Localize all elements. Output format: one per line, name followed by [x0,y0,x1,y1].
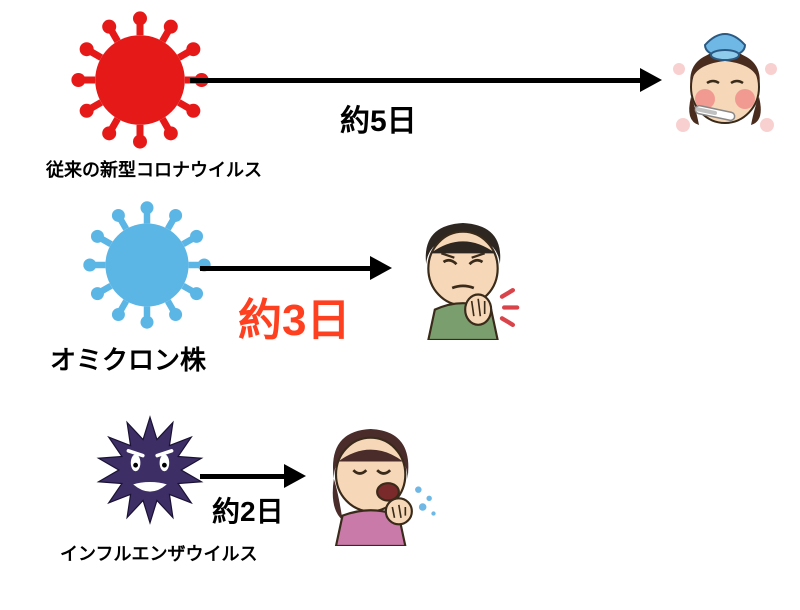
sick-person-throat-icon [398,210,528,345]
corona-virus-icon [70,10,210,155]
arrow-head-icon [370,256,392,280]
arrow-line [200,266,372,271]
arrow-line [200,474,286,479]
duration-text: 約5日 [340,96,417,140]
flu-virus-icon [90,410,210,535]
arrow-head-icon [640,68,662,92]
arrow-head-icon [284,464,306,488]
sick-person-fever-icon [665,25,785,150]
sick-person-cough-icon [310,416,440,551]
row-label: インフルエンザウイルス [60,540,257,566]
row-label: 従来の新型コロナウイルス [46,156,262,182]
arrow-line [190,78,642,83]
duration-text: 約2日 [212,490,284,530]
duration-text: 約3日 [238,284,350,348]
corona-virus-icon [82,200,212,335]
row-label: オミクロン株 [50,340,206,377]
